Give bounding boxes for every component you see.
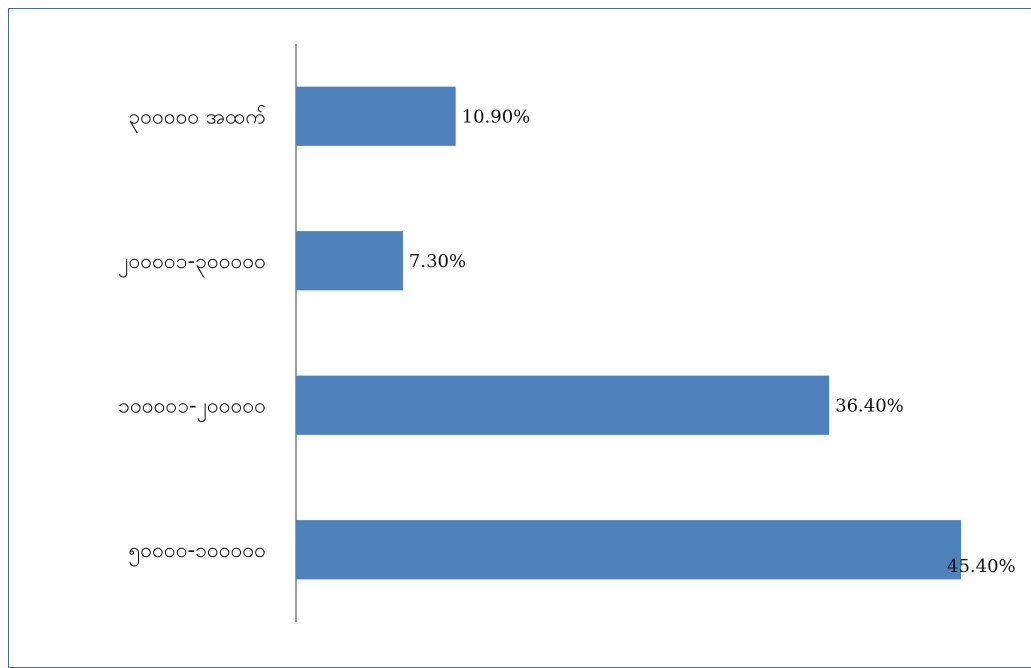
- bars-layer: [296, 86, 961, 580]
- bar-0: [296, 86, 456, 146]
- bar-3: [296, 520, 961, 580]
- category-label-1: ၂၀၀၀၀၁-၃၀၀၀၀၀: [118, 249, 266, 278]
- category-label-3: ၅၀၀၀၀-၁၀၀၀၀၀: [128, 538, 266, 567]
- data-label-0: 10.90%: [462, 106, 531, 127]
- bar-1: [296, 231, 403, 291]
- data-labels: 10.90% 7.30% 36.40% 45.40%: [409, 106, 1016, 577]
- data-label-1: 7.30%: [409, 251, 466, 272]
- category-label-2: ၁၀၀၀၀၁-၂၀၀၀၀၀: [118, 393, 266, 422]
- category-labels: ၃၀၀၀၀၀ အထက်၂၀၀၀၀၁-၃၀၀၀၀၀၁၀၀၀၀၁-၂၀၀၀၀၀၅၀၀…: [118, 103, 266, 567]
- data-label-2: 36.40%: [835, 395, 904, 416]
- data-label-3: 45.40%: [947, 556, 1016, 577]
- bar-2: [296, 375, 830, 435]
- bar-chart: ၃၀၀၀၀၀ အထက်၂၀၀၀၀၁-၃၀၀၀၀၀၁၀၀၀၀၁-၂၀၀၀၀၀၅၀၀…: [118, 44, 1016, 622]
- category-label-0: ၃၀၀၀၀၀ အထက်: [128, 103, 266, 133]
